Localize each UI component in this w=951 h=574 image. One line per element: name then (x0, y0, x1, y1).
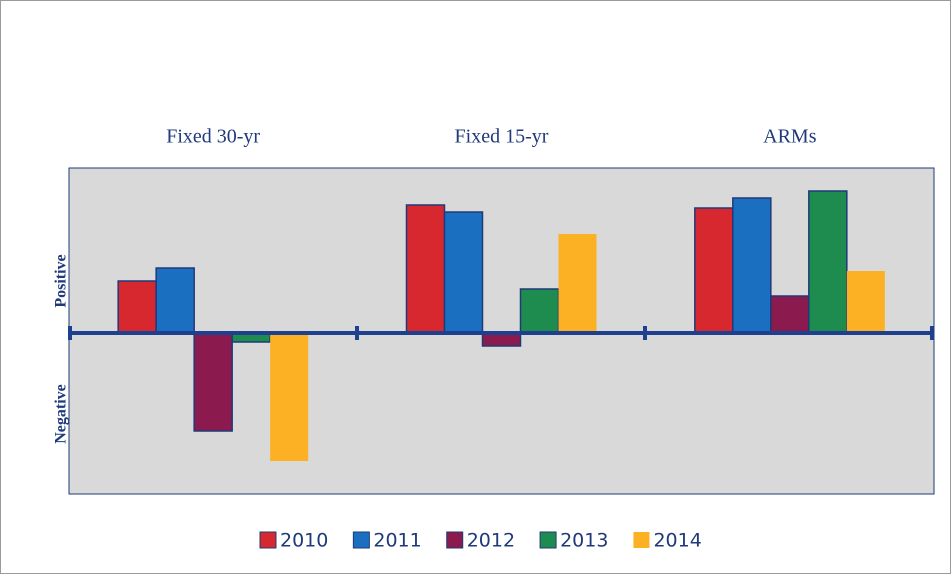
bar (770, 295, 810, 334)
bar (694, 207, 734, 334)
bar (405, 204, 446, 334)
bar (519, 288, 560, 334)
bar (846, 271, 885, 333)
bars (117, 190, 885, 461)
category-label: Fixed 30-yr (166, 126, 260, 148)
bar (732, 197, 772, 334)
category-label: Fixed 15-yr (455, 126, 549, 148)
bar (155, 267, 195, 334)
bar (270, 333, 309, 461)
category-label: ARMs (763, 126, 817, 148)
legend-swatch (259, 531, 277, 549)
legend-swatch (446, 531, 464, 549)
legend-label: 2014 (653, 530, 701, 552)
legend-swatch (539, 531, 557, 549)
legend-label: 2011 (373, 530, 421, 552)
legend-label: 2010 (280, 530, 328, 552)
separators (68, 326, 934, 340)
bar (443, 211, 484, 334)
bar (193, 332, 233, 432)
legend-label: 2013 (560, 530, 608, 552)
bar (808, 190, 848, 334)
negative-label: Negative (53, 384, 70, 444)
legend-label: 2012 (467, 530, 515, 552)
positive-label: Positive (53, 254, 70, 307)
legend-swatch (352, 531, 370, 549)
bar (117, 280, 157, 334)
bar (558, 234, 597, 333)
legend-swatch (633, 532, 650, 548)
